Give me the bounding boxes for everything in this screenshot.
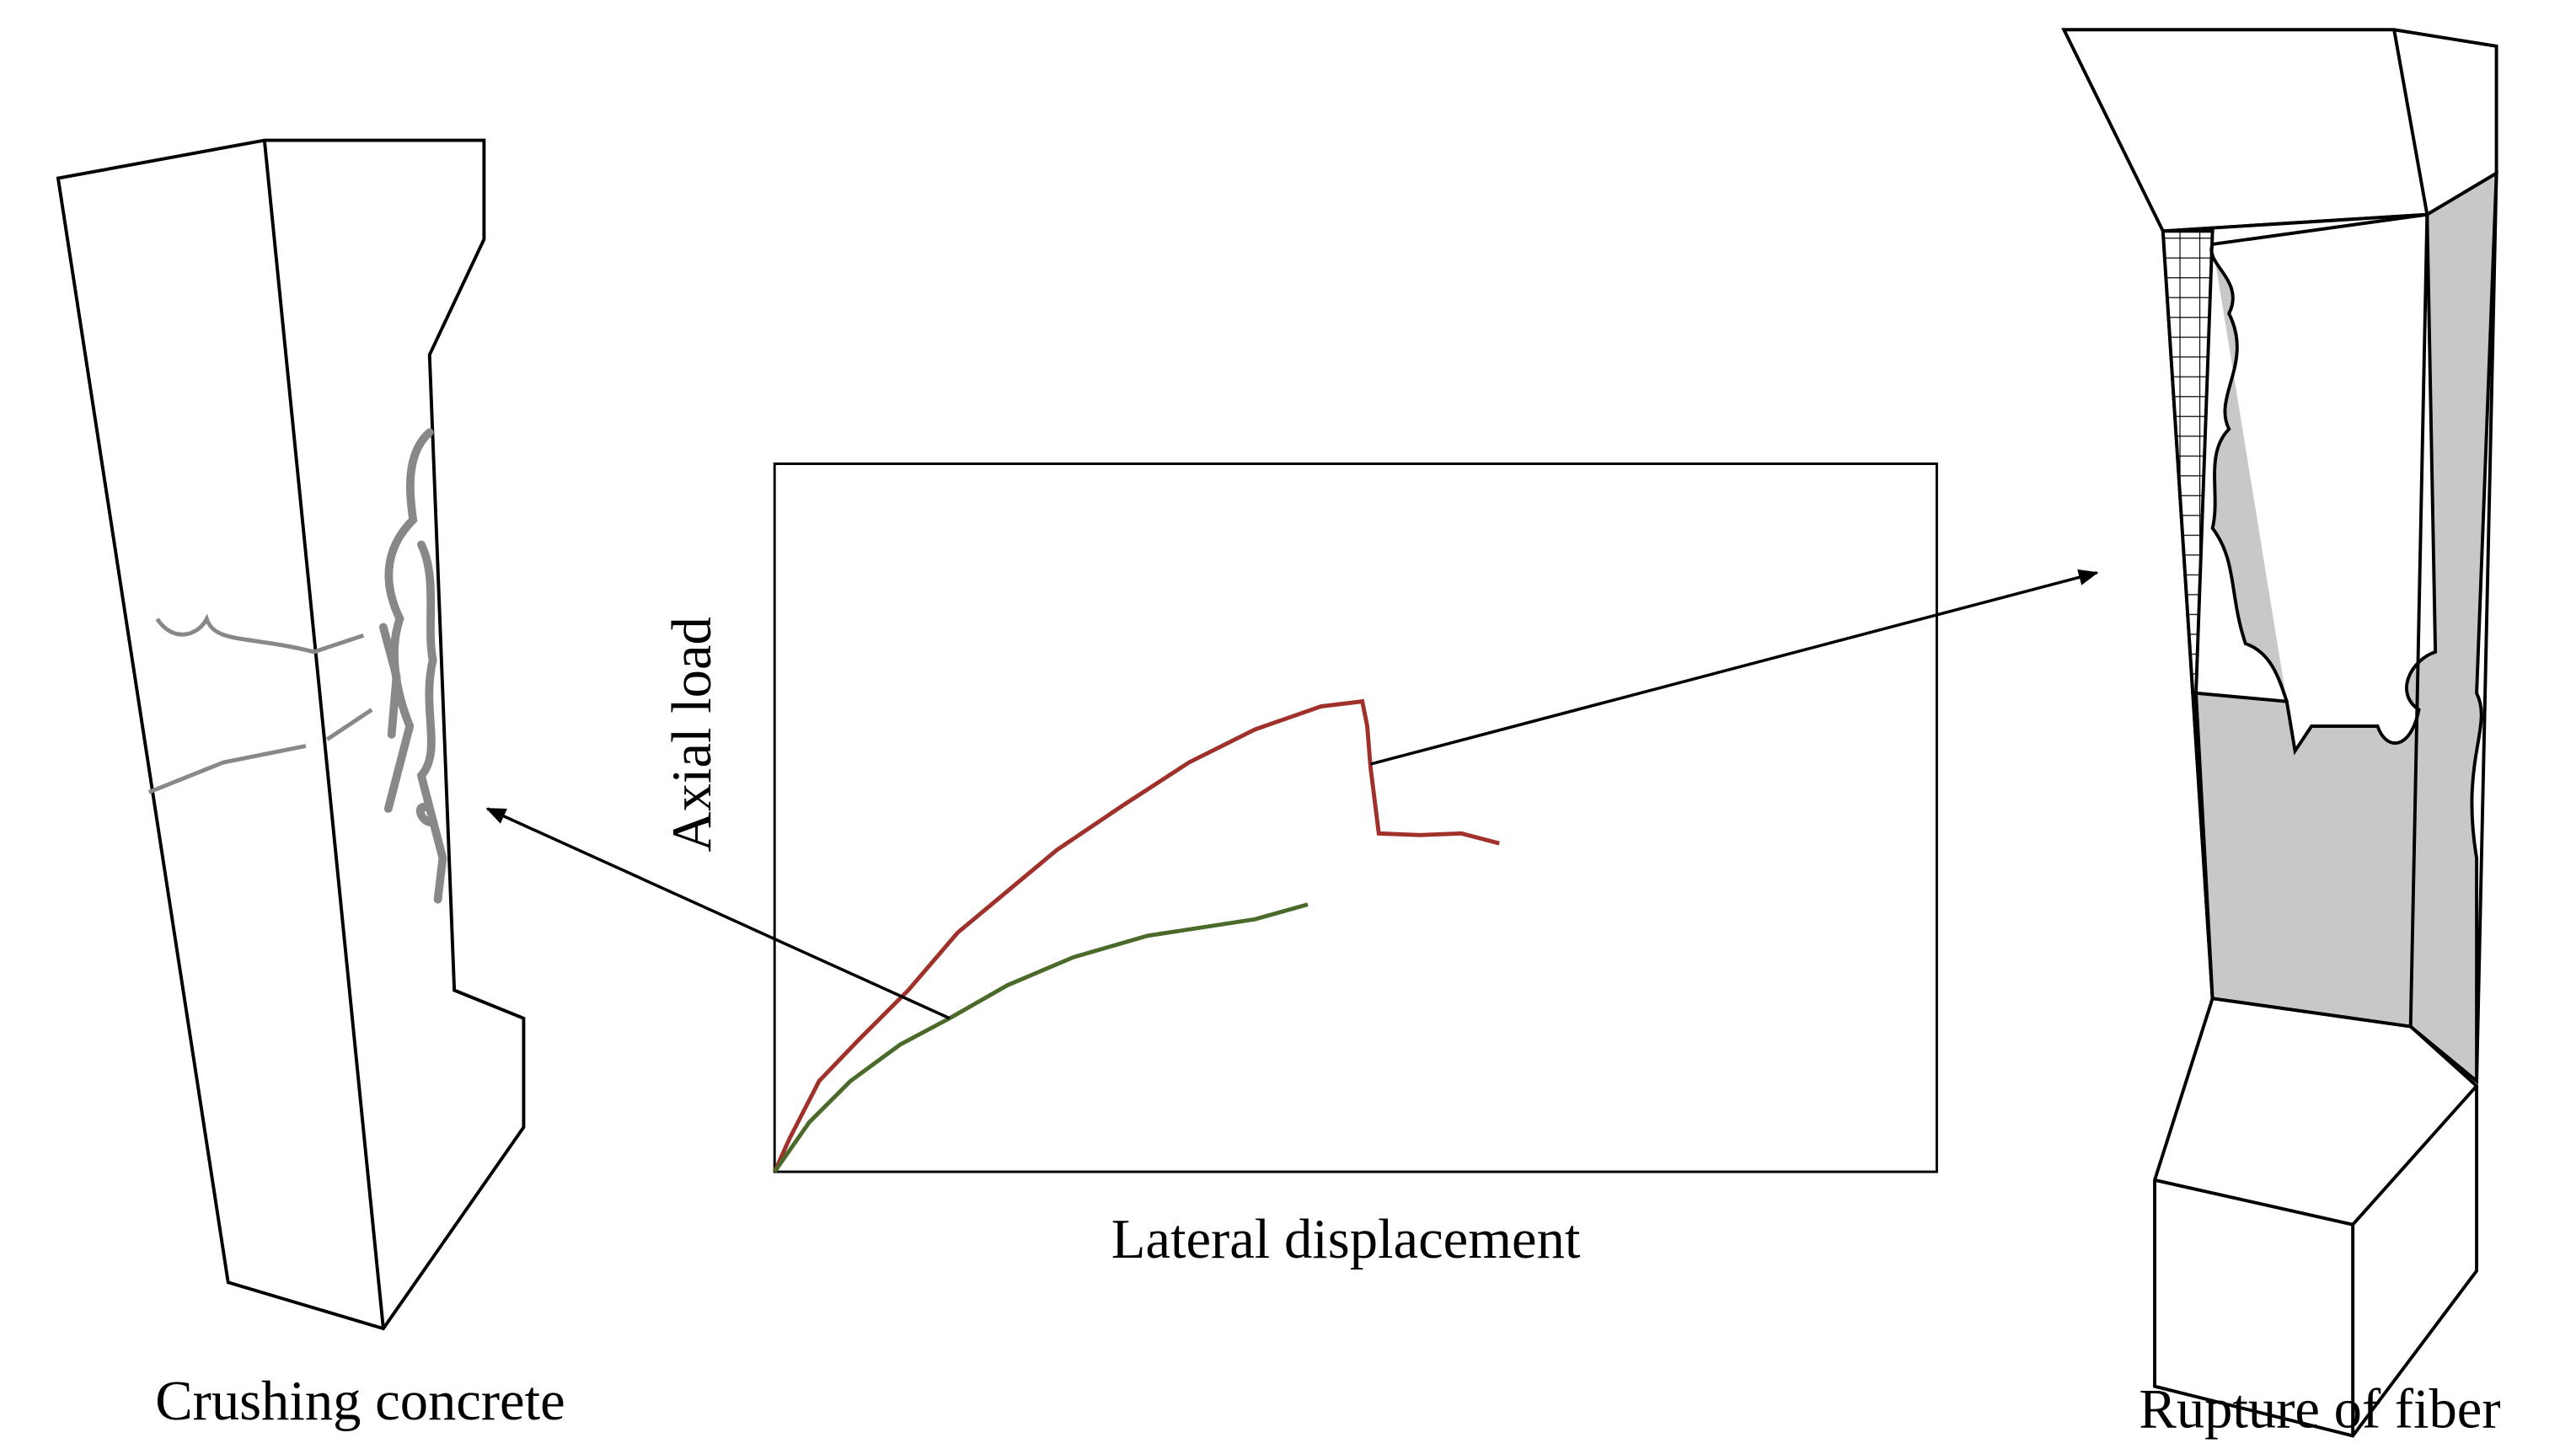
chart: Axial load Lateral displacement [485,462,2099,1270]
x-axis-label: Lateral displacement [1111,1209,1581,1270]
left-specimen [56,138,526,1331]
right-specimen [2061,28,2498,1438]
arrow-right [1370,569,2099,766]
arrow-left [485,807,951,1020]
curve-green [773,902,1309,1173]
curve-red [772,698,1500,1173]
y-axis-label: Axial load [661,617,723,852]
plot-frame [773,462,1938,1173]
right-label: Rupture of fiber [2139,1379,2500,1441]
left-label: Crushing concrete [155,1371,565,1432]
